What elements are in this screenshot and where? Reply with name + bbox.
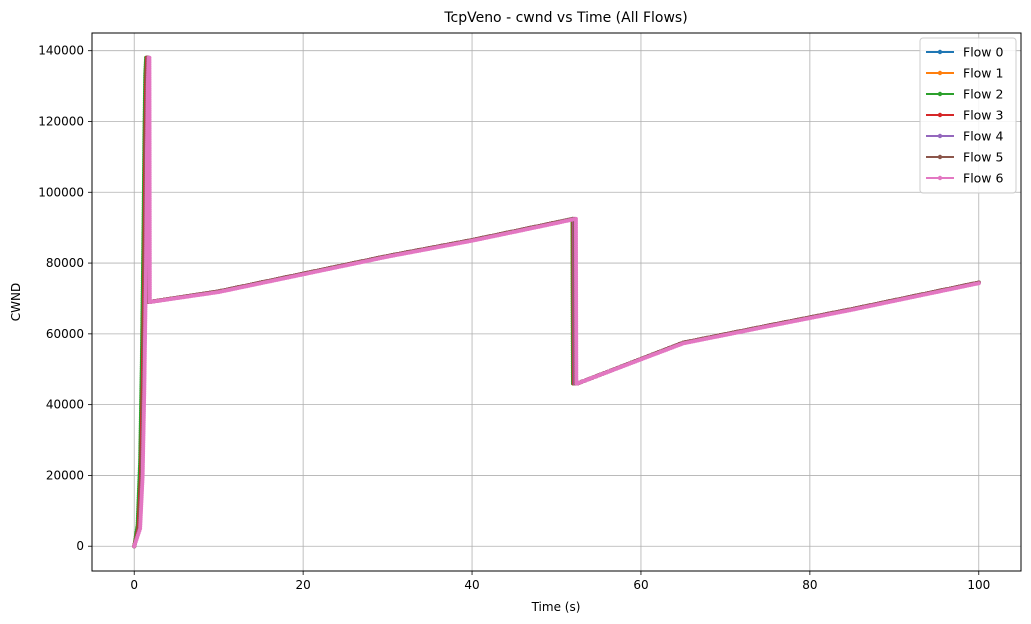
series-layer	[132, 55, 981, 549]
series-markers	[132, 55, 981, 549]
series-flow-6	[132, 55, 981, 549]
chart-title: TcpVeno - cwnd vs Time (All Flows)	[443, 10, 687, 26]
